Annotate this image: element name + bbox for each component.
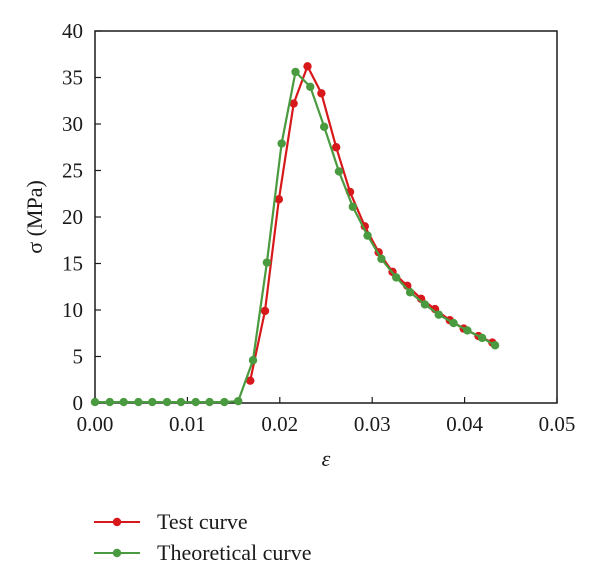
y-axis-label: σ (MPa) (22, 180, 47, 254)
theoretical-curve-point (348, 202, 357, 211)
theoretical-curve-point (434, 310, 443, 319)
theoretical-curve-point (205, 397, 214, 407)
x-tick-label: 0.03 (354, 412, 391, 436)
y-tick-label: 40 (62, 19, 83, 43)
theoretical-curve-point (477, 333, 487, 343)
theoretical-curve-point (176, 397, 186, 407)
test-curve-point (260, 306, 270, 316)
test-curve-point (331, 143, 341, 152)
x-tick-label: 0.04 (446, 412, 483, 436)
theoretical-curve-point (319, 122, 329, 131)
y-tick-label: 20 (62, 205, 83, 229)
theoretical-curve-point (405, 288, 415, 297)
legend-label: Test curve (157, 509, 248, 534)
x-tick-label: 0.02 (261, 412, 298, 436)
theoretical-curve-point (262, 258, 272, 267)
x-tick-label: 0.00 (77, 412, 114, 436)
x-tick-label: 0.05 (539, 412, 576, 436)
theoretical-curve-point (463, 326, 472, 335)
y-tick-label: 15 (62, 252, 83, 276)
legend: Test curve Theoretical curve (94, 509, 312, 565)
theoretical-curve-point (291, 67, 300, 77)
x-axis-ticks: 0.00 0.01 0.02 0.03 0.04 0.05 (77, 397, 576, 436)
theoretical-curve-point (490, 341, 500, 350)
y-tick-label: 25 (62, 159, 83, 183)
theoretical-curve-point (420, 300, 430, 309)
theoretical-curve-point (392, 273, 401, 282)
legend-swatch-marker (112, 517, 122, 527)
y-tick-label: 30 (62, 112, 83, 136)
x-axis-label: ε (322, 446, 331, 471)
theoretical-curve-point (90, 397, 100, 407)
theoretical-curve-point (306, 82, 315, 92)
y-tick-label: 35 (62, 66, 83, 90)
theoretical-curve-point (134, 397, 143, 407)
series-layer (90, 62, 500, 407)
x-tick-label: 0.01 (169, 412, 206, 436)
theoretical-curve-point (119, 397, 128, 407)
theoretical-curve-point (377, 254, 386, 264)
theoretical-curve-point (234, 396, 243, 406)
theoretical-curve-point (363, 231, 372, 240)
test-curve-point (317, 89, 326, 98)
plot-area (94, 30, 558, 404)
legend-swatch-marker (112, 548, 122, 558)
test-curve-point (274, 195, 284, 204)
theoretical-curve-point (162, 397, 172, 407)
test-curve-point (303, 62, 312, 71)
theoretical-curve-point (334, 167, 344, 176)
y-tick-label: 5 (73, 345, 84, 369)
theoretical-curve-point (248, 356, 258, 365)
y-axis-ticks: 0 5 10 15 20 25 30 35 40 (62, 19, 101, 415)
theoretical-curve-point (191, 397, 200, 407)
theoretical-curve-point (449, 318, 458, 328)
theoretical-curve-point (105, 397, 114, 407)
test-curve-point (289, 99, 298, 108)
theoretical-curve-point (148, 397, 157, 407)
test-curve-point (246, 376, 255, 385)
legend-label: Theoretical curve (157, 540, 312, 565)
y-tick-label: 10 (62, 298, 83, 322)
y-tick-label: 0 (73, 391, 84, 415)
theoretical-curve-point (220, 397, 229, 407)
theoretical-curve-point (277, 139, 286, 148)
